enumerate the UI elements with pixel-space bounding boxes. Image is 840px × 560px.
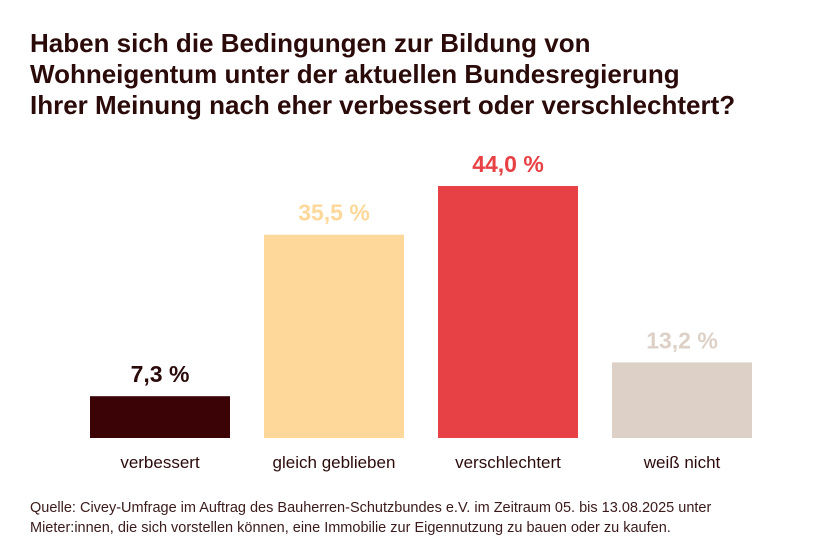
chart-title: Haben sich die Bedingungen zur Bildung v… [30, 28, 820, 121]
bar-gleich-geblieben [264, 234, 404, 438]
bar-verbessert [90, 396, 230, 438]
category-label: verschlechtert [455, 453, 561, 472]
category-label: gleich geblieben [273, 453, 396, 472]
bar-value-label: 44,0 % [472, 151, 544, 177]
chart-title-line: Wohneigentum unter der aktuellen Bundesr… [30, 59, 680, 89]
bar-weiß-nicht [612, 362, 752, 438]
bar-value-label: 13,2 % [646, 327, 718, 353]
source-line: Mieter:innen, die sich vorstellen können… [30, 520, 671, 536]
category-label: weiß nicht [643, 453, 721, 472]
source-note: Quelle: Civey-Umfrage im Auftrag des Bau… [30, 498, 830, 538]
source-line: Quelle: Civey-Umfrage im Auftrag des Bau… [30, 500, 712, 516]
chart-title-line: Ihrer Meinung nach eher verbessert oder … [30, 90, 736, 120]
bar-chart: 7,3 % verbessert 35,5 % gleich geblieben 44,… [90, 151, 752, 472]
bar-value-label: 35,5 % [298, 200, 370, 226]
chart-title-line: Haben sich die Bedingungen zur Bildung v… [30, 28, 591, 58]
bar-value-label: 7,3 % [131, 361, 190, 387]
category-label: verbessert [120, 453, 200, 472]
bar-verschlechtert [438, 186, 578, 438]
